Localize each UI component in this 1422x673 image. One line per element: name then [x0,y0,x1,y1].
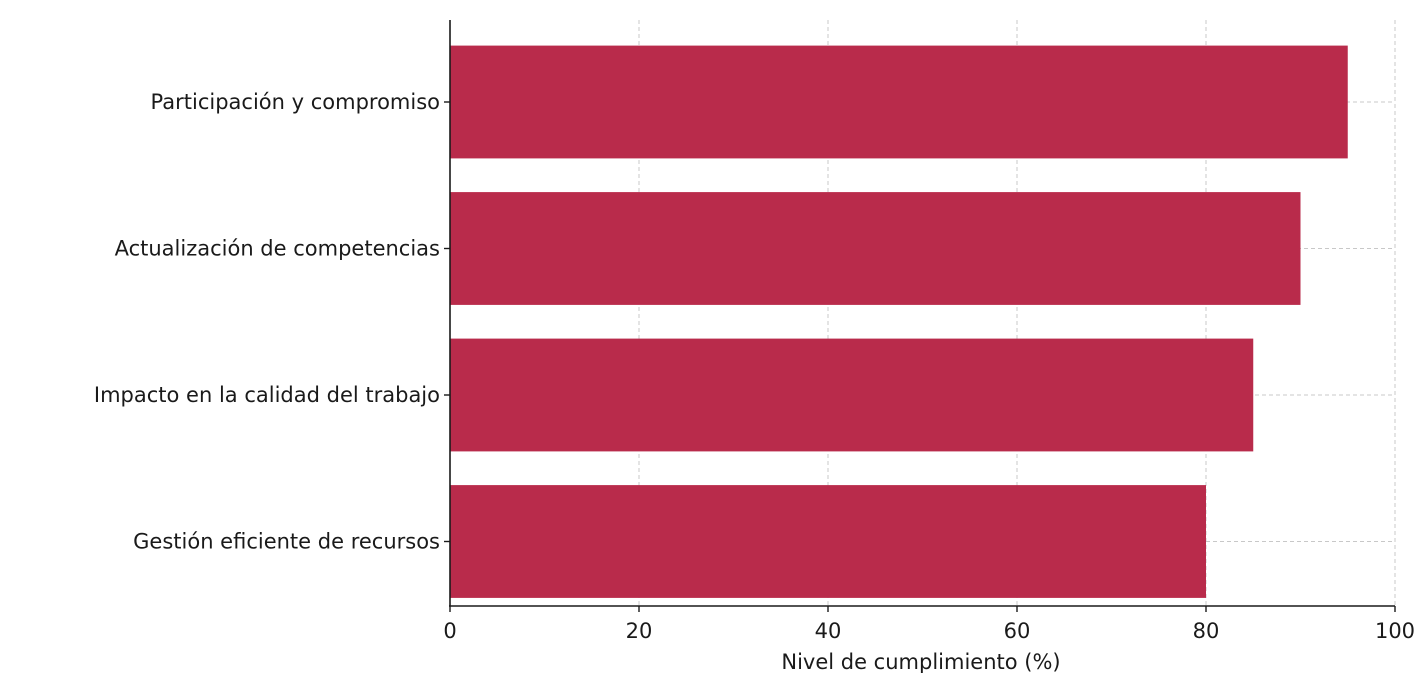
bar [450,338,1254,452]
x-tick-label: 60 [1004,619,1031,643]
x-tick-label: 80 [1193,619,1220,643]
y-axis-ticks: Participación y compromiso Actualización … [94,90,450,554]
axes [449,20,1395,607]
y-tick-label: Impacto en la calidad del trabajo [94,383,440,407]
x-tick-label: 100 [1375,619,1415,643]
x-tick-label: 0 [443,619,456,643]
x-tick-label: 20 [626,619,653,643]
bars [450,45,1348,598]
y-tick-label: Gestión eficiente de recursos [133,530,440,554]
x-axis-ticks: 0 20 40 60 80 100 [443,606,1415,643]
x-tick-label: 40 [815,619,842,643]
bar [450,485,1206,598]
y-tick-label: Participación y compromiso [151,90,440,114]
y-tick-label: Actualización de competencias [115,237,440,261]
bar [450,192,1301,305]
x-axis-title: Nivel de cumplimiento (%) [781,650,1060,673]
bar [450,45,1348,159]
